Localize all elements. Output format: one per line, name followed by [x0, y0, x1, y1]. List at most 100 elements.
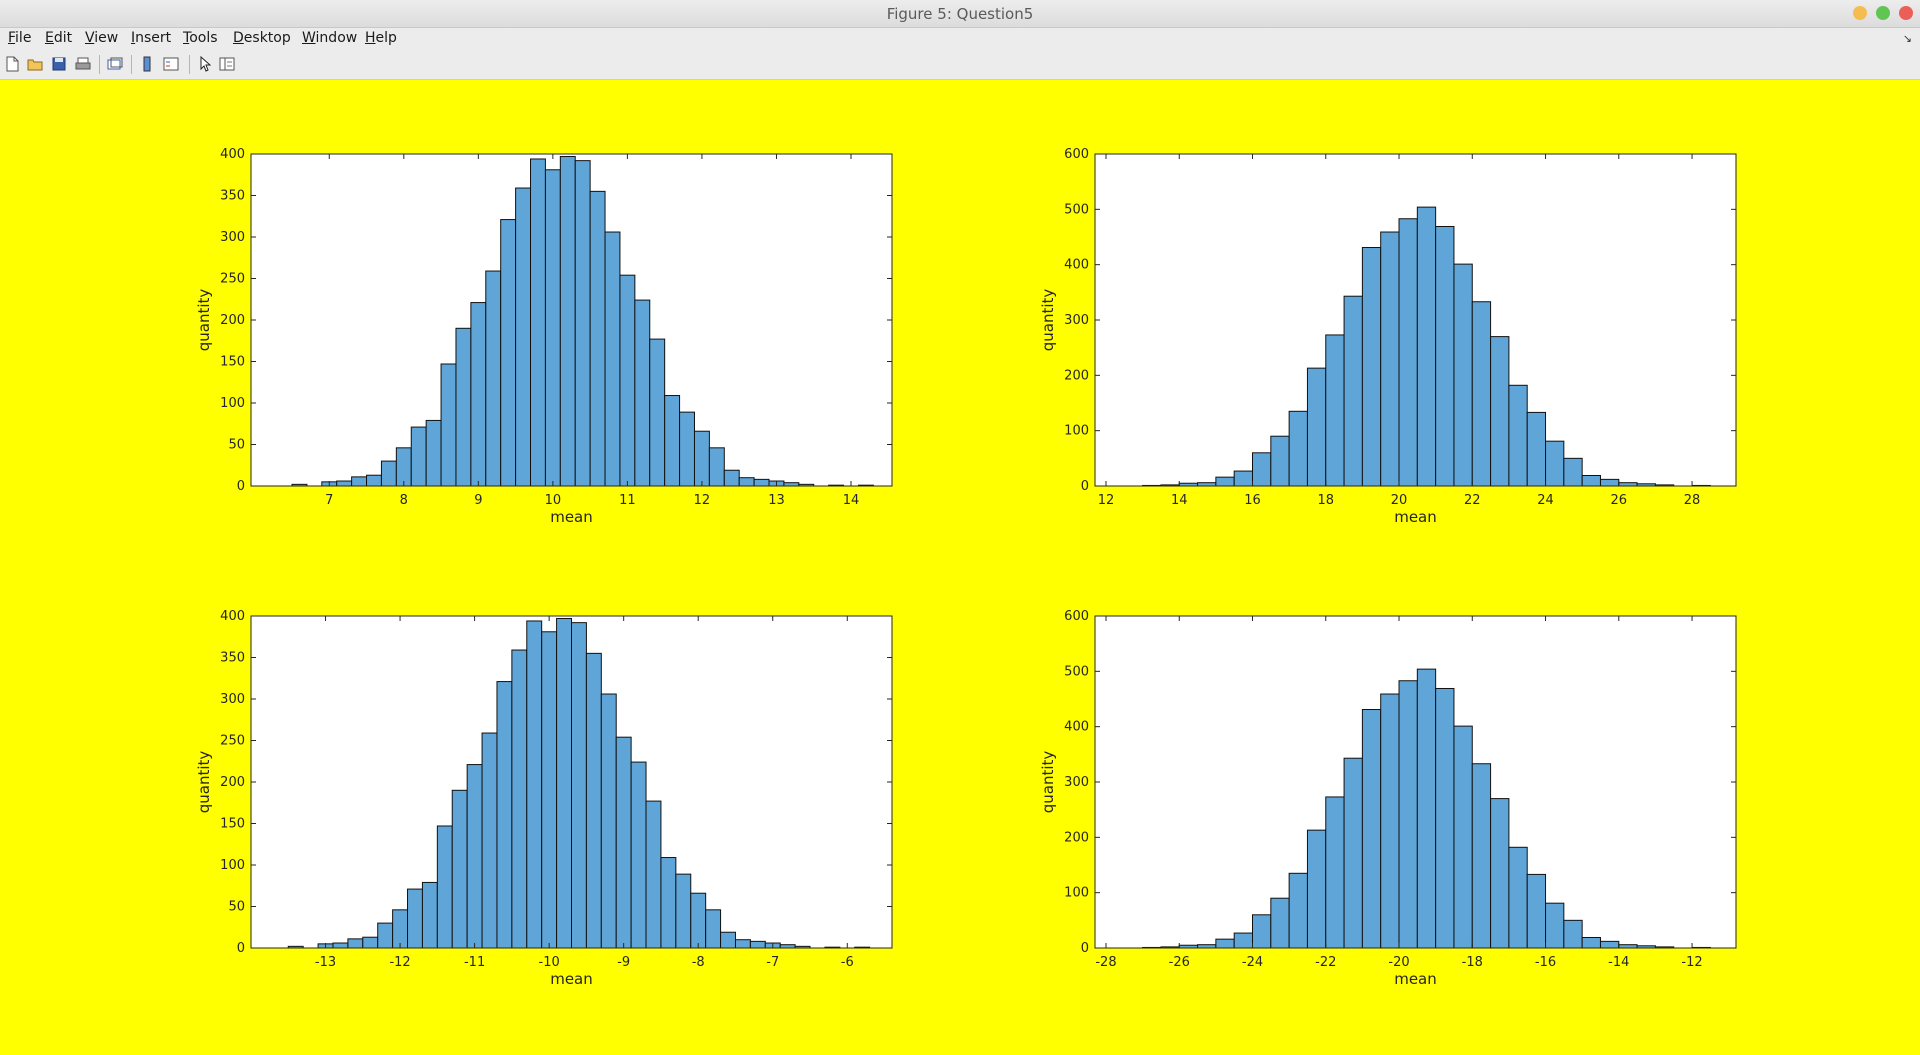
- open-file-icon[interactable]: [26, 55, 44, 73]
- menu-window[interactable]: Window: [302, 30, 358, 46]
- histogram-bar: [1416, 668, 1437, 949]
- histogram-bar: [410, 426, 427, 487]
- histogram-axes-1: 7 8 9 10 11 12 13 14 0 50 100 150 200 250 300 350 400 mea…: [195, 147, 893, 526]
- x-tick-label: -28: [1095, 955, 1116, 970]
- x-axis-label: mean: [1394, 508, 1437, 526]
- histogram-bar: [421, 881, 438, 949]
- histogram-bar: [556, 617, 573, 949]
- colorbar-icon[interactable]: [138, 55, 156, 73]
- histogram-bar: [1490, 798, 1510, 949]
- histogram-bar: [1398, 218, 1418, 487]
- histogram-bar: [1215, 476, 1235, 487]
- print-icon[interactable]: [74, 55, 92, 73]
- histogram-bar: [1270, 435, 1290, 487]
- menu-tools[interactable]: Tools: [183, 30, 218, 46]
- x-tick-label: 26: [1611, 493, 1628, 508]
- histogram-bar: [436, 825, 453, 949]
- x-tick-label: -6: [841, 955, 854, 970]
- maximize-icon[interactable]: [1876, 6, 1890, 20]
- y-tick-label: 300: [220, 692, 245, 707]
- new-figure-icon[interactable]: [3, 55, 21, 73]
- x-tick-label: 24: [1537, 493, 1554, 508]
- x-tick-label: 20: [1391, 493, 1408, 508]
- figure-canvas: 7 8 9 10 11 12 13 14050100150200250300350400mea…: [195, 147, 1737, 988]
- x-axis-label: mean: [1394, 970, 1437, 988]
- histogram-bar: [425, 419, 442, 487]
- y-tick-label: 150: [220, 355, 245, 370]
- menu-view[interactable]: View: [85, 30, 119, 46]
- histogram-bar: [1306, 367, 1327, 487]
- x-tick-label: -14: [1608, 955, 1629, 970]
- histogram-bar: [1508, 846, 1528, 949]
- y-axis-label: quantity: [195, 751, 213, 814]
- x-tick-label: 12: [1098, 493, 1115, 508]
- histogram-bar: [708, 447, 725, 487]
- menu-file[interactable]: File: [8, 30, 32, 46]
- histogram-bar: [679, 411, 695, 487]
- histogram-bar: [1252, 914, 1272, 949]
- window-title: Figure 5: Question5: [886, 5, 1034, 23]
- y-tick-label: 50: [228, 900, 245, 915]
- y-tick-label: 400: [220, 609, 245, 624]
- x-tick-label: 22: [1464, 493, 1481, 508]
- menu-bar: File Edit View Insert Tools Desktop Wind…: [0, 28, 1920, 50]
- menu-insert[interactable]: Insert: [131, 30, 172, 46]
- histogram-bar: [526, 620, 543, 949]
- property-inspector-icon[interactable]: [218, 55, 236, 73]
- legend-icon[interactable]: [162, 55, 180, 73]
- histogram-bar: [720, 931, 736, 949]
- histogram-bar: [1325, 334, 1345, 487]
- histogram-bar: [693, 430, 710, 487]
- x-tick-label: -13: [315, 955, 336, 970]
- y-tick-label: 0: [237, 479, 245, 494]
- y-tick-label: 350: [220, 651, 245, 666]
- x-tick-label: 11: [619, 493, 636, 508]
- histogram-bar: [377, 922, 394, 949]
- x-tick-label: -22: [1315, 955, 1336, 970]
- y-tick-label: 500: [1064, 664, 1089, 679]
- histogram-bar: [1233, 470, 1253, 487]
- y-tick-label: 200: [220, 775, 245, 790]
- dock-arrow-icon[interactable]: ↘: [1902, 32, 1912, 45]
- x-tick-label: -20: [1388, 955, 1409, 970]
- toolbar-separator: [99, 55, 100, 74]
- x-tick-label: 7: [325, 493, 333, 508]
- y-tick-label: 0: [1081, 941, 1089, 956]
- edit-plot-arrow-icon[interactable]: [196, 55, 214, 73]
- y-tick-label: 250: [220, 734, 245, 749]
- histogram-bar: [675, 873, 692, 949]
- histogram-bar: [1563, 919, 1583, 949]
- histogram-bar: [1599, 940, 1620, 949]
- title-bar[interactable]: Figure 5: Question5: [0, 0, 1920, 28]
- link-plot-icon[interactable]: [106, 55, 124, 73]
- x-tick-label: 16: [1244, 493, 1261, 508]
- histogram-axes-2: 12 14 16 18 20 22 24 26 28 0 100 200 300 400 500 600 mea…: [1039, 147, 1737, 526]
- histogram-bar: [1416, 206, 1437, 487]
- x-tick-label: -10: [539, 955, 560, 970]
- x-tick-label: -16: [1535, 955, 1556, 970]
- histogram-bar: [619, 274, 636, 487]
- x-tick-label: -7: [766, 955, 779, 970]
- histogram-bar: [496, 681, 513, 949]
- histogram-bar: [1508, 384, 1528, 487]
- histogram-bar: [455, 327, 472, 487]
- close-icon[interactable]: [1899, 6, 1913, 20]
- histogram-bar: [734, 939, 751, 949]
- save-icon[interactable]: [50, 55, 68, 73]
- histogram-axes-4: -28 -26 -24 -22 -20 -18 -16 -14 -12 0 100 200 300 400…: [1039, 609, 1737, 988]
- y-tick-label: 200: [1064, 830, 1089, 845]
- histogram-bar: [1361, 247, 1382, 487]
- y-tick-label: 100: [220, 396, 245, 411]
- histogram-bar: [600, 693, 617, 949]
- x-tick-label: -12: [1681, 955, 1702, 970]
- menu-help[interactable]: Help: [365, 30, 397, 46]
- histogram-bar: [1471, 763, 1492, 949]
- y-tick-label: 250: [220, 272, 245, 287]
- y-tick-label: 400: [1064, 720, 1089, 735]
- menu-desktop[interactable]: Desktop: [233, 30, 291, 46]
- histogram-bar: [1435, 225, 1455, 487]
- minimize-icon[interactable]: [1853, 6, 1867, 20]
- menu-edit[interactable]: Edit: [45, 30, 73, 46]
- histogram-bar: [544, 169, 561, 487]
- x-tick-label: 8: [400, 493, 408, 508]
